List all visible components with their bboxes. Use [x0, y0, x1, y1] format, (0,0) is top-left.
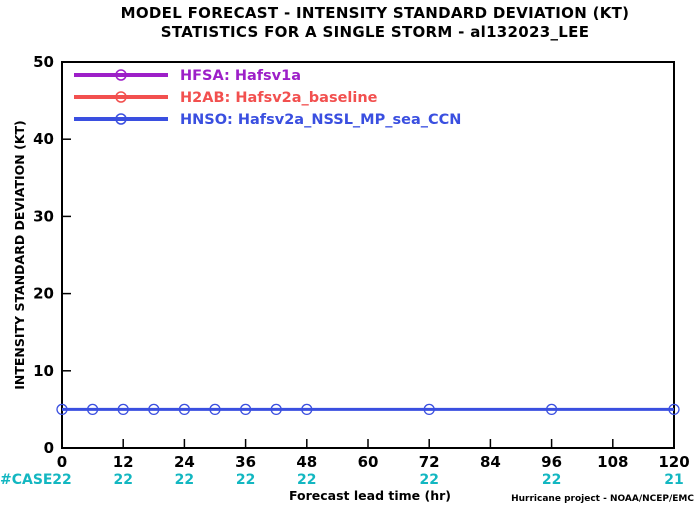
x-tick-label: 36: [235, 453, 256, 471]
x-axis-title: Forecast lead time (hr): [289, 488, 451, 503]
case-counts: 22 22 22 22 22 22 22 21: [52, 472, 683, 488]
case-count: 22: [419, 472, 438, 488]
case-count: 22: [113, 472, 132, 488]
legend-label: HNSO: Hafsv2a_NSSL_MP_sea_CCN: [180, 112, 461, 128]
series-point: [239, 403, 252, 416]
x-tick-label: 72: [419, 453, 440, 471]
y-tick-label: 30: [33, 207, 54, 225]
y-tick-label: 40: [33, 130, 54, 148]
x-tick-label: 120: [658, 453, 689, 471]
y-axis: 0 10 20 30 40 50: [33, 53, 71, 457]
y-tick-label: 20: [33, 285, 54, 303]
chart-subtitle: STATISTICS FOR A SINGLE STORM - al132023…: [161, 23, 590, 41]
x-tick-label: 24: [174, 453, 195, 471]
legend: HFSA: Hafsv1a H2AB: Hafsv2a_baseline HNSO:…: [74, 68, 461, 128]
legend-label: H2AB: Hafsv2a_baseline: [180, 90, 378, 106]
case-count: 22: [52, 472, 71, 488]
series-point: [117, 403, 129, 416]
case-count-label: #CASE: [0, 472, 53, 488]
x-tick-label: 108: [597, 453, 628, 471]
series-point: [545, 403, 558, 416]
x-tick-label: 96: [541, 453, 562, 471]
case-count: 22: [236, 472, 255, 488]
x-tick-label: 60: [358, 453, 379, 471]
plot-area: [61, 61, 675, 449]
y-tick-label: 10: [33, 362, 54, 380]
case-count: 22: [297, 472, 316, 488]
legend-label: HFSA: Hafsv1a: [180, 68, 301, 84]
series-point: [56, 403, 68, 416]
x-axis: 0 12 24 36 48 60 72 84 96 108 120: [57, 439, 690, 471]
series-point: [86, 403, 99, 416]
series-point: [423, 403, 435, 416]
chart-title: MODEL FORECAST - INTENSITY STANDARD DEVI…: [121, 4, 630, 22]
legend-swatch-marker: [115, 69, 127, 81]
series-point: [209, 403, 221, 416]
legend-swatch-marker: [115, 91, 127, 103]
series-layer: [56, 403, 680, 416]
case-count: 21: [664, 472, 683, 488]
case-count: 22: [175, 472, 194, 488]
case-count: 22: [542, 472, 561, 488]
series-point: [668, 403, 680, 416]
series-point: [270, 403, 282, 416]
legend-swatch-marker: [115, 113, 127, 125]
x-tick-label: 48: [296, 453, 317, 471]
series-point: [178, 403, 191, 416]
y-axis-title: INTENSITY STANDARD DEVIATION (KT): [12, 120, 27, 390]
series-point: [148, 403, 160, 416]
y-tick-label: 0: [44, 439, 54, 457]
y-tick-label: 50: [33, 53, 54, 71]
x-tick-label: 12: [113, 453, 134, 471]
credit-text: Hurricane project - NOAA/NCEP/EMC: [511, 494, 694, 504]
series-point: [301, 403, 313, 416]
x-tick-label: 84: [480, 453, 501, 471]
x-tick-label: 0: [57, 453, 67, 471]
